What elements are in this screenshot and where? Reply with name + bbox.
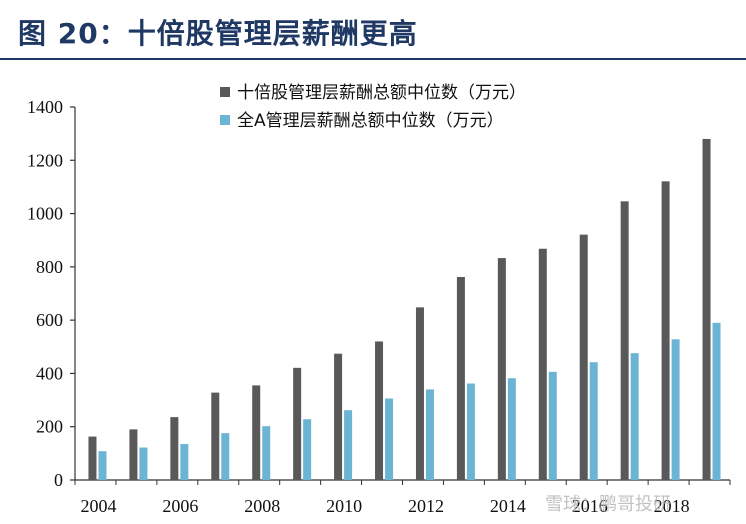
bar-ten-bagger-2005: [129, 429, 138, 480]
x-tick-label: 2008: [244, 496, 280, 516]
y-tick-label: 600: [36, 310, 63, 330]
figure-header: 图 20：十倍股管理层薪酬更高: [0, 0, 746, 60]
y-axis: 0 200 400 600 800 1000 1200 1400: [27, 97, 76, 490]
bar-ten-bagger-2013: [456, 276, 465, 480]
bar-ten-bagger-2008: [252, 385, 261, 480]
bar-ten-bagger-2004: [88, 436, 97, 480]
legend-swatch-2: [220, 115, 230, 125]
x-tick-label: 2004: [80, 496, 116, 516]
bar-all-a-2010: [344, 410, 353, 480]
bar-all-a-2012: [425, 389, 434, 480]
x-tick-label: 2014: [490, 496, 526, 516]
y-tick-label: 1200: [27, 150, 63, 170]
bar-ten-bagger-2019: [702, 138, 711, 480]
bar-ten-bagger-2012: [415, 307, 424, 480]
bar-all-a-2005: [139, 447, 148, 480]
y-tick-label: 800: [36, 257, 63, 277]
y-tick-label: 1000: [27, 204, 63, 224]
x-tick-label: 2018: [654, 496, 690, 516]
y-tick-label: 1400: [27, 97, 63, 117]
bar-ten-bagger-2014: [497, 258, 506, 480]
y-tick-label: 200: [36, 417, 63, 437]
x-tick-label: 2006: [162, 496, 198, 516]
x-tick-label: 2016: [572, 496, 608, 516]
legend-swatch-1: [220, 87, 230, 97]
bar-all-a-2015: [548, 371, 557, 480]
bars-group: [88, 138, 721, 481]
bar-ten-bagger-2015: [538, 248, 547, 480]
bar-all-a-2019: [712, 322, 721, 480]
bar-ten-bagger-2007: [211, 392, 220, 480]
bar-all-a-2018: [671, 339, 680, 480]
legend-label-1: 十倍股管理层薪酬总额中位数（万元）: [237, 83, 526, 103]
bar-all-a-2006: [180, 444, 189, 480]
title-rule: [0, 58, 746, 60]
bar-all-a-2007: [221, 433, 230, 480]
x-tick-label: 2010: [326, 496, 362, 516]
bar-all-a-2004: [98, 451, 107, 480]
x-tick-label: 2012: [408, 496, 444, 516]
bar-all-a-2014: [507, 378, 516, 480]
bar-ten-bagger-2011: [375, 341, 384, 480]
bar-all-a-2013: [466, 383, 475, 480]
y-tick-label: 0: [54, 470, 63, 490]
bar-ten-bagger-2017: [620, 201, 629, 480]
bar-ten-bagger-2016: [579, 234, 588, 480]
bar-all-a-2011: [385, 398, 394, 480]
bar-ten-bagger-2009: [293, 367, 302, 480]
bar-all-a-2008: [262, 426, 271, 480]
bar-ten-bagger-2018: [661, 181, 670, 481]
watermark-text: 雪球：鹏哥投研: [545, 494, 671, 515]
chart-legend: 十倍股管理层薪酬总额中位数（万元） 全A管理层薪酬总额中位数（万元）: [220, 83, 526, 131]
bar-all-a-2017: [630, 353, 639, 480]
bar-all-a-2016: [589, 362, 598, 480]
bar-ten-bagger-2010: [334, 353, 343, 480]
figure-title: 图 20：十倍股管理层薪酬更高: [18, 17, 418, 50]
bar-ten-bagger-2006: [170, 417, 179, 480]
y-tick-label: 400: [36, 363, 63, 383]
bar-all-a-2009: [303, 419, 312, 480]
legend-label-2: 全A管理层薪酬总额中位数（万元）: [237, 111, 504, 131]
